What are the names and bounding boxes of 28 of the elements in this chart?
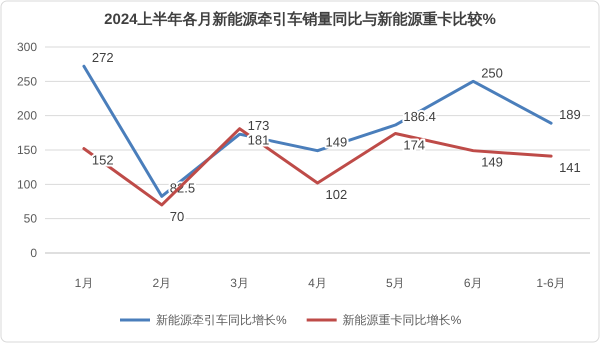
- data-label: 272: [92, 50, 114, 66]
- line-series: [82, 64, 553, 198]
- data-label: 102: [326, 186, 348, 202]
- x-tick-label: 5月: [386, 276, 405, 290]
- data-label: 149: [481, 154, 503, 170]
- data-label: 189: [559, 107, 581, 122]
- y-tick-label: 300: [16, 40, 38, 54]
- data-label: 181: [248, 132, 270, 148]
- data-label: 141: [559, 160, 581, 176]
- y-tick-label: 100: [16, 177, 38, 192]
- chart-title: 2024上半年各月新能源牵引车销量同比与新能源重卡比较%: [104, 10, 496, 28]
- y-tick-label: 0: [30, 246, 38, 260]
- x-tick-label: 2月: [152, 276, 172, 290]
- x-tick-label: 4月: [308, 276, 327, 290]
- x-tick-label: 6月: [464, 276, 483, 290]
- data-label: 70: [170, 208, 184, 224]
- x-tick-label: 1-6月: [536, 276, 566, 290]
- x-tick-label: 1月: [74, 276, 94, 290]
- x-tick-label: 3月: [230, 276, 249, 290]
- legend-label: 新能源重卡同比增长%: [342, 313, 462, 327]
- y-tick-label: 200: [16, 108, 38, 123]
- data-label: 174: [403, 138, 426, 153]
- y-tick-label: 250: [16, 74, 38, 88]
- data-label: 250: [481, 65, 503, 80]
- y-tick-label: 50: [24, 212, 38, 226]
- legend-label: 新能源牵引车同比增长%: [156, 313, 287, 327]
- y-tick-label: 150: [16, 143, 38, 157]
- data-label: 173: [248, 118, 270, 134]
